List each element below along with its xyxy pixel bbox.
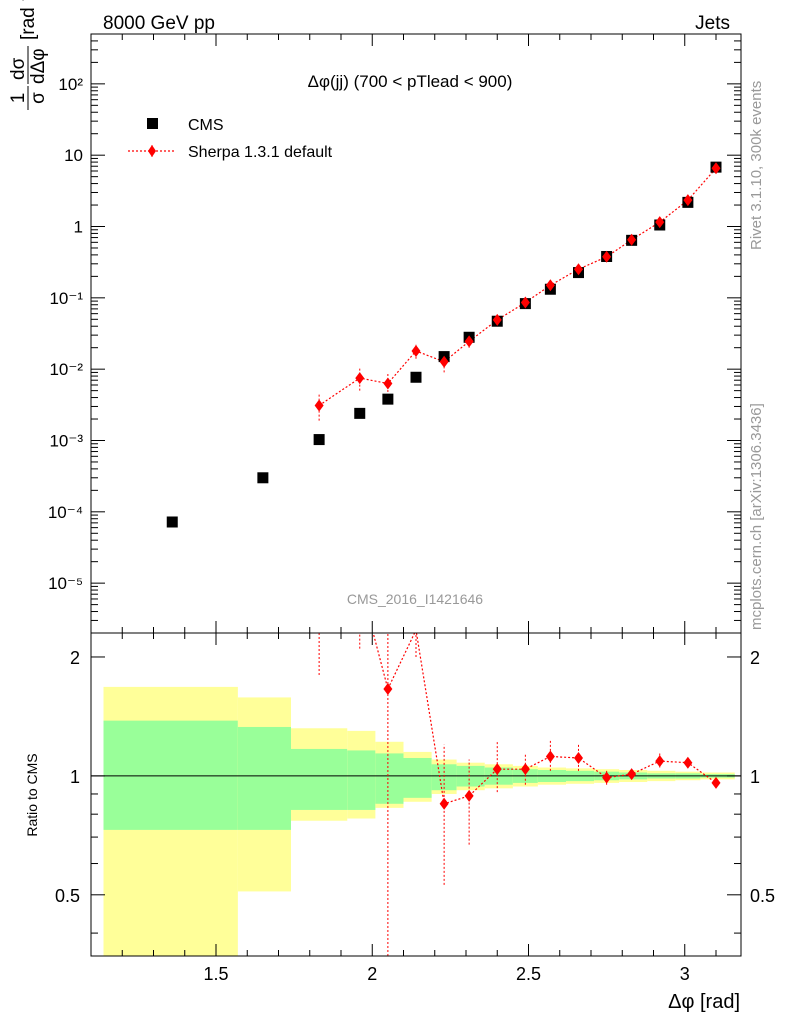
ratio-y-tick-label-right: 2 <box>750 648 760 668</box>
mc-line <box>318 167 717 406</box>
svg-text:-1: -1 <box>15 0 29 1</box>
svg-text:dΔφ: dΔφ <box>28 48 49 84</box>
y-tick-label: 10 <box>64 146 83 165</box>
mc-point <box>314 399 324 412</box>
side-label-mcplots: mcplots.cern.ch [arXiv:1306.3436] <box>748 403 765 630</box>
chart-title: Δφ(jj) (700 < pTlead < 900) <box>308 72 513 91</box>
ratio-band-inner <box>403 757 432 798</box>
ratio-y-tick-label: 0.5 <box>55 886 80 906</box>
x-tick-label: 2 <box>367 964 377 984</box>
ratio-mc-point <box>383 682 393 695</box>
x-tick-label: 2.5 <box>516 964 541 984</box>
ratio-mc-point <box>655 755 665 768</box>
ratio-mc-point <box>602 771 612 784</box>
ratio-mc-point <box>683 756 693 769</box>
ratio-mc-point <box>492 763 502 776</box>
mc-point <box>683 194 693 207</box>
cms-point <box>313 434 325 446</box>
mc-point <box>627 233 637 246</box>
mc-point <box>655 216 665 229</box>
ratio-band-inner <box>375 753 404 804</box>
x-tick-label: 3 <box>680 964 690 984</box>
ratio-y-tick-label-right: 0.5 <box>750 886 775 906</box>
cms-point <box>382 393 394 405</box>
mc-point <box>411 344 421 357</box>
y-axis-label-ratio: Ratio to CMS <box>24 753 40 836</box>
y-tick-label: 1 <box>74 218 83 237</box>
mc-point <box>464 335 474 348</box>
tick-labels: 1.5 2 2.5 3 10⁻⁵ 10⁻⁴ 10⁻³ 10⁻² 10⁻¹ 1 10 10² 0.5 0.5… <box>48 33 775 984</box>
y-tick-label: 10⁻¹ <box>49 289 83 308</box>
mc-point <box>574 263 583 276</box>
svg-text:[rad: [rad <box>18 7 39 40</box>
ratio-mc-point <box>627 768 637 781</box>
y-axis-label: 1 σ dσ dΔφ [rad -1 ] <box>8 0 49 110</box>
ratio-mc-point <box>574 751 583 764</box>
x-axis-label: Δφ [rad] <box>668 991 740 1013</box>
y-tick-label: 10⁻³ <box>49 431 83 450</box>
ratio-band-inner <box>347 750 376 810</box>
mc-point <box>383 377 393 390</box>
y-tick-label: 10² <box>58 75 83 94</box>
x-tick-label: 1.5 <box>203 964 228 984</box>
legend: CMS Sherpa 1.3.1 default <box>128 117 333 161</box>
legend-marker-cms <box>147 118 158 129</box>
y-tick-label: 10⁻⁴ <box>48 503 83 522</box>
ratio-mc-point <box>464 789 474 802</box>
ratio-mc-point <box>520 763 530 776</box>
svg-text:dσ: dσ <box>8 57 29 80</box>
main-panel <box>166 161 722 528</box>
ratio-mc-line <box>372 633 717 805</box>
mc-point <box>355 372 365 385</box>
mc-point <box>602 250 612 263</box>
ratio-y-tick-label: 2 <box>70 648 80 668</box>
side-label-rivet: Rivet 3.1.10, 300k events <box>748 81 765 250</box>
ratio-mc-point <box>439 797 449 810</box>
ratio-y-tick-label-right: 1 <box>750 767 760 787</box>
header-process: Jets <box>695 13 730 34</box>
cms-point <box>410 371 422 383</box>
mc-point <box>545 279 555 292</box>
y-tick-label: 10⁻² <box>49 360 83 379</box>
ratio-band-inner <box>291 748 348 810</box>
ratio-mc-group <box>318 633 721 956</box>
ratio-mc-point <box>711 776 721 789</box>
cms-point <box>354 407 366 419</box>
legend-label-cms: CMS <box>188 117 224 134</box>
ratio-band-inner <box>103 720 238 830</box>
legend-marker-mc <box>148 145 156 157</box>
legend-label-mc: Sherpa 1.3.1 default <box>188 144 333 161</box>
ratio-y-tick-label: 1 <box>70 767 80 787</box>
mc-point <box>492 313 502 326</box>
cms-point <box>166 516 178 528</box>
mc-point <box>439 355 449 368</box>
y-tick-label: 10⁻⁵ <box>48 574 83 593</box>
svg-text:1: 1 <box>8 93 29 104</box>
header-energy: 8000 GeV pp <box>103 13 215 34</box>
cms-point <box>257 472 269 484</box>
ratio-panel <box>91 633 741 956</box>
ratio-frame <box>90 632 742 957</box>
ratio-mc-point <box>545 750 555 763</box>
svg-text:σ: σ <box>28 92 49 104</box>
watermark: CMS_2016_I1421646 <box>347 591 483 607</box>
mc-point <box>520 296 530 309</box>
ratio-band-inner <box>237 726 291 830</box>
mc-point <box>711 162 721 175</box>
